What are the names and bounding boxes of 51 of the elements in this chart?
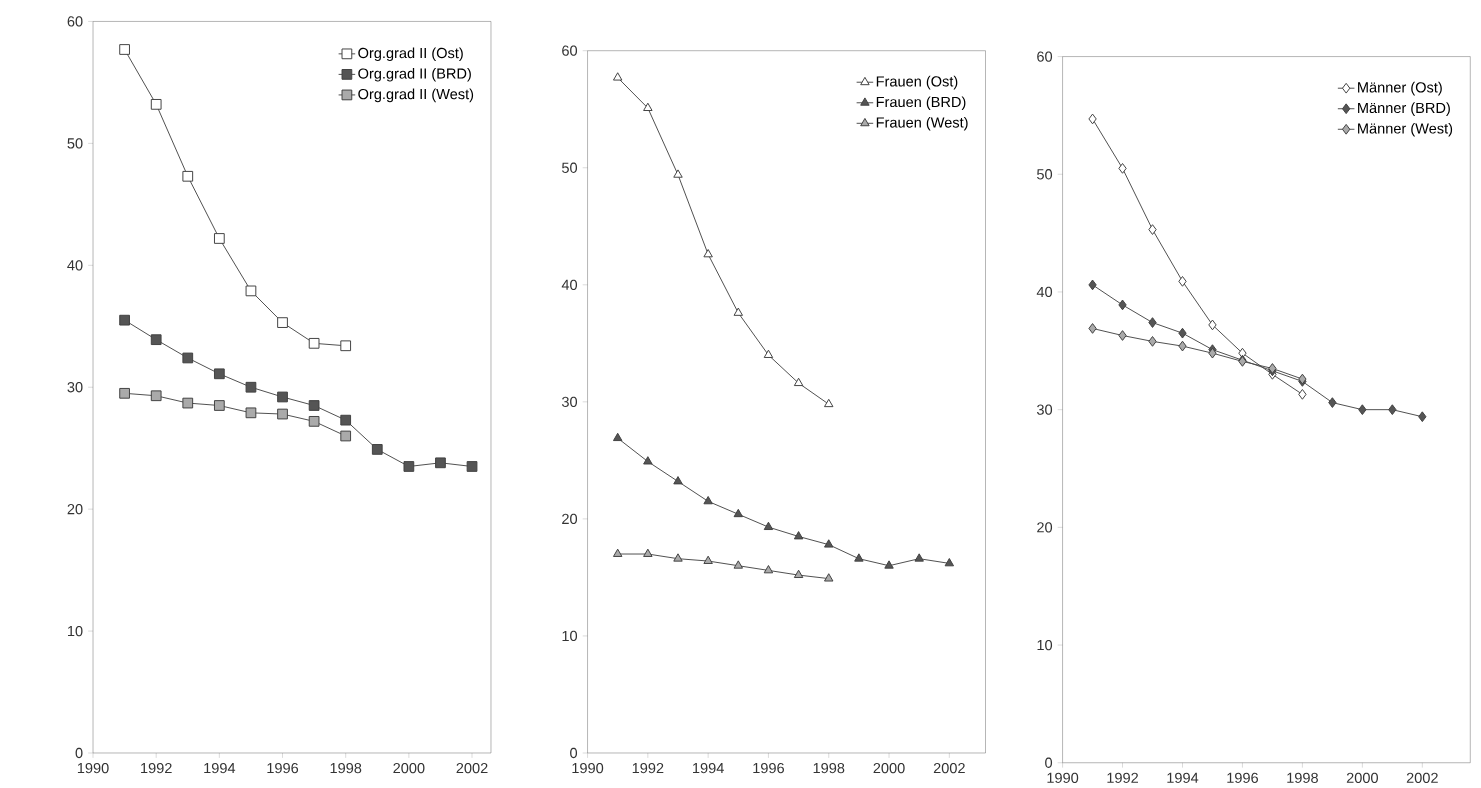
- legend-label: Frauen (BRD): [876, 96, 966, 111]
- legend-label: Org.grad II (BRD): [358, 68, 471, 82]
- y-tick-label: 10: [562, 630, 578, 642]
- y-tick-label: 30: [561, 396, 578, 408]
- x-tick-label: 1996: [753, 762, 785, 774]
- x-tick-label: 1994: [204, 762, 236, 774]
- y-tick-label: 0: [570, 747, 578, 759]
- x-tick-label: 1998: [330, 762, 362, 774]
- y-tick-label: 20: [562, 513, 578, 525]
- y-tick-label: 0: [1045, 757, 1053, 768]
- y-tick-label: 30: [1036, 404, 1053, 415]
- x-tick-label: 1994: [1167, 772, 1199, 784]
- legend-label: Frauen (West): [876, 117, 968, 131]
- legend-label: Frauen (Ost): [876, 75, 958, 90]
- legend-label: Männer (Ost): [1358, 81, 1442, 96]
- y-tick-label: 60: [67, 16, 83, 27]
- y-tick-label: 20: [67, 504, 83, 515]
- x-tick-label: 1998: [813, 762, 845, 774]
- x-tick-label: 1990: [1047, 772, 1079, 784]
- x-tick-label: 1996: [267, 762, 299, 774]
- x-tick-label: 1994: [693, 762, 724, 774]
- legend-label: Männer (BRD): [1358, 102, 1450, 117]
- x-tick-label: 2000: [1346, 772, 1378, 784]
- y-tick-label: 20: [1037, 522, 1053, 533]
- legend-label: Org.grad II (Ost): [358, 47, 463, 62]
- x-tick-label: 2002: [933, 762, 965, 774]
- y-tick-label: 60: [562, 45, 578, 56]
- y-tick-label: 0: [75, 747, 83, 759]
- y-tick-label: 50: [1037, 169, 1053, 180]
- y-tick-label: 50: [67, 138, 83, 149]
- x-tick-label: 2002: [456, 762, 488, 774]
- y-tick-label: 40: [1036, 286, 1053, 298]
- legend-label: Männer (West): [1358, 122, 1453, 137]
- x-tick-label: 1990: [572, 762, 604, 774]
- x-tick-label: 1998: [1287, 772, 1318, 784]
- x-tick-label: 2002: [1406, 772, 1438, 784]
- y-tick-label: 40: [561, 279, 578, 291]
- y-tick-label: 60: [1037, 51, 1053, 62]
- y-tick-label: 10: [1037, 639, 1053, 651]
- y-tick-label: 50: [561, 162, 578, 173]
- x-tick-label: 1992: [141, 762, 172, 774]
- y-tick-label: 10: [68, 625, 83, 637]
- y-tick-label: 30: [67, 382, 83, 393]
- x-tick-label: 1996: [1227, 772, 1259, 784]
- y-tick-label: 40: [67, 260, 83, 271]
- x-tick-label: 1992: [632, 762, 664, 774]
- legend-label: Org.grad II (West): [358, 88, 474, 103]
- x-tick-label: 1990: [77, 762, 109, 774]
- x-tick-label: 1992: [1107, 772, 1138, 784]
- x-tick-label: 2000: [873, 762, 905, 774]
- x-tick-label: 2000: [393, 762, 425, 774]
